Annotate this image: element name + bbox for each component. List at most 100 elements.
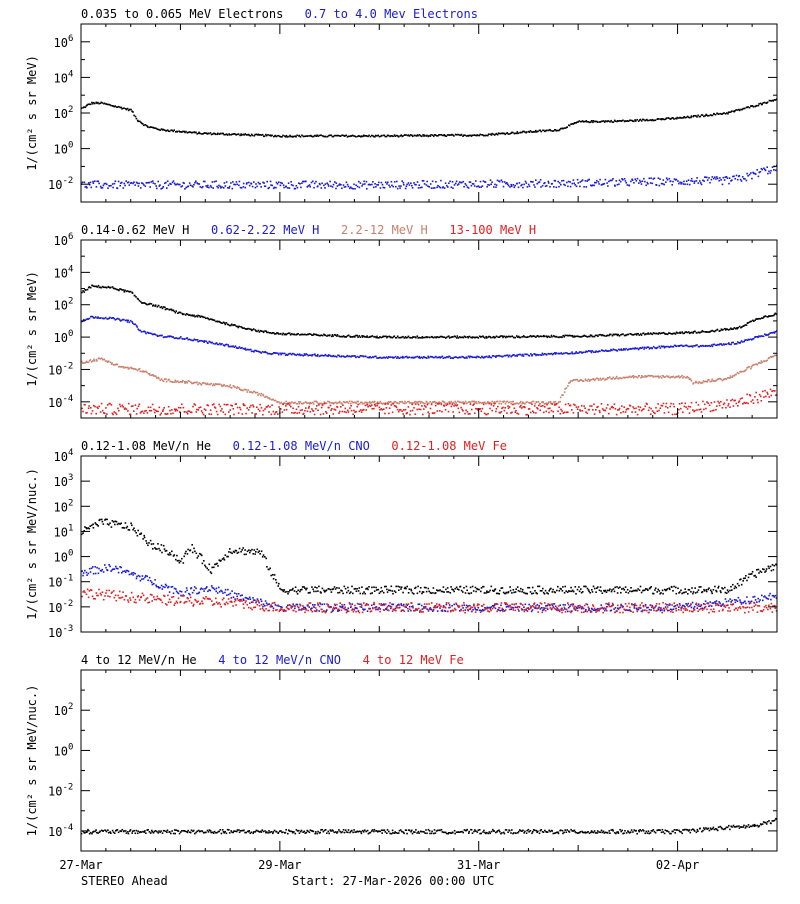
data-point bbox=[157, 335, 159, 337]
data-point bbox=[357, 404, 359, 406]
data-point bbox=[171, 551, 173, 553]
data-point bbox=[169, 591, 171, 593]
data-point bbox=[727, 589, 729, 591]
data-point bbox=[696, 409, 698, 411]
data-point bbox=[416, 409, 418, 411]
data-point bbox=[688, 406, 690, 408]
data-point bbox=[655, 587, 657, 589]
data-point bbox=[389, 407, 391, 409]
data-point bbox=[190, 184, 192, 186]
data-point bbox=[469, 135, 471, 137]
data-point bbox=[513, 337, 515, 339]
data-point bbox=[159, 407, 161, 409]
data-point bbox=[653, 376, 655, 378]
data-point bbox=[625, 348, 627, 350]
data-point bbox=[525, 414, 527, 416]
data-point bbox=[122, 571, 124, 573]
data-point bbox=[361, 185, 363, 187]
data-point bbox=[719, 177, 721, 179]
data-point bbox=[334, 402, 336, 404]
data-point bbox=[132, 111, 134, 113]
data-point bbox=[658, 410, 660, 412]
data-point bbox=[540, 186, 542, 188]
data-point bbox=[452, 336, 454, 338]
data-point bbox=[253, 328, 255, 330]
data-point bbox=[708, 177, 710, 179]
data-point bbox=[156, 586, 158, 588]
data-point bbox=[638, 375, 640, 377]
data-point bbox=[388, 413, 390, 415]
data-point bbox=[181, 404, 183, 406]
data-point bbox=[240, 409, 242, 411]
data-point bbox=[365, 409, 367, 411]
data-point bbox=[502, 587, 504, 589]
data-point bbox=[523, 184, 525, 186]
data-point bbox=[313, 403, 315, 405]
data-point bbox=[90, 571, 92, 573]
data-point bbox=[705, 408, 707, 410]
data-point bbox=[473, 183, 475, 185]
data-point bbox=[411, 590, 413, 592]
data-point bbox=[673, 586, 675, 588]
data-point bbox=[731, 328, 733, 330]
data-point bbox=[249, 552, 251, 554]
data-point bbox=[336, 182, 338, 184]
data-point bbox=[221, 186, 223, 188]
data-point bbox=[583, 405, 585, 407]
data-point bbox=[710, 589, 712, 591]
data-point bbox=[322, 404, 324, 406]
data-point bbox=[292, 185, 294, 187]
data-point bbox=[230, 593, 232, 595]
data-point bbox=[229, 384, 231, 386]
data-point bbox=[483, 135, 485, 137]
data-point bbox=[526, 401, 528, 403]
data-point bbox=[365, 405, 367, 407]
data-point bbox=[250, 135, 252, 137]
data-point bbox=[132, 292, 134, 294]
data-point bbox=[117, 188, 119, 190]
data-point bbox=[759, 394, 761, 396]
data-point bbox=[632, 348, 634, 350]
data-point bbox=[650, 347, 652, 349]
data-point bbox=[413, 182, 415, 184]
data-point bbox=[640, 407, 642, 409]
data-point bbox=[318, 586, 320, 588]
data-point bbox=[652, 334, 654, 336]
data-point bbox=[491, 410, 493, 412]
data-point bbox=[734, 178, 736, 180]
data-point bbox=[506, 412, 508, 414]
data-point bbox=[345, 356, 347, 358]
data-point bbox=[719, 405, 721, 407]
data-point bbox=[686, 180, 688, 182]
data-point bbox=[108, 564, 110, 566]
data-point bbox=[180, 336, 182, 338]
data-point bbox=[102, 102, 104, 104]
data-point bbox=[218, 185, 220, 187]
data-point bbox=[297, 604, 299, 606]
data-point bbox=[315, 591, 317, 593]
data-point bbox=[362, 184, 364, 186]
data-point bbox=[363, 181, 365, 183]
data-point bbox=[484, 413, 486, 415]
data-point bbox=[314, 414, 316, 416]
data-point bbox=[609, 408, 611, 410]
data-point bbox=[635, 348, 637, 350]
data-point bbox=[439, 134, 441, 136]
data-point bbox=[529, 587, 531, 589]
data-point bbox=[199, 592, 201, 594]
data-point bbox=[663, 346, 665, 348]
data-point bbox=[294, 334, 296, 336]
data-point bbox=[732, 584, 734, 586]
data-point bbox=[195, 132, 197, 134]
data-point bbox=[677, 588, 679, 590]
data-point bbox=[150, 580, 152, 582]
data-point bbox=[730, 400, 732, 402]
data-point bbox=[656, 333, 658, 335]
data-point bbox=[202, 186, 204, 188]
data-point bbox=[754, 575, 756, 577]
data-point bbox=[650, 375, 652, 377]
data-point bbox=[445, 409, 447, 411]
data-point bbox=[274, 574, 276, 576]
data-point bbox=[496, 355, 498, 357]
data-point bbox=[593, 404, 595, 406]
